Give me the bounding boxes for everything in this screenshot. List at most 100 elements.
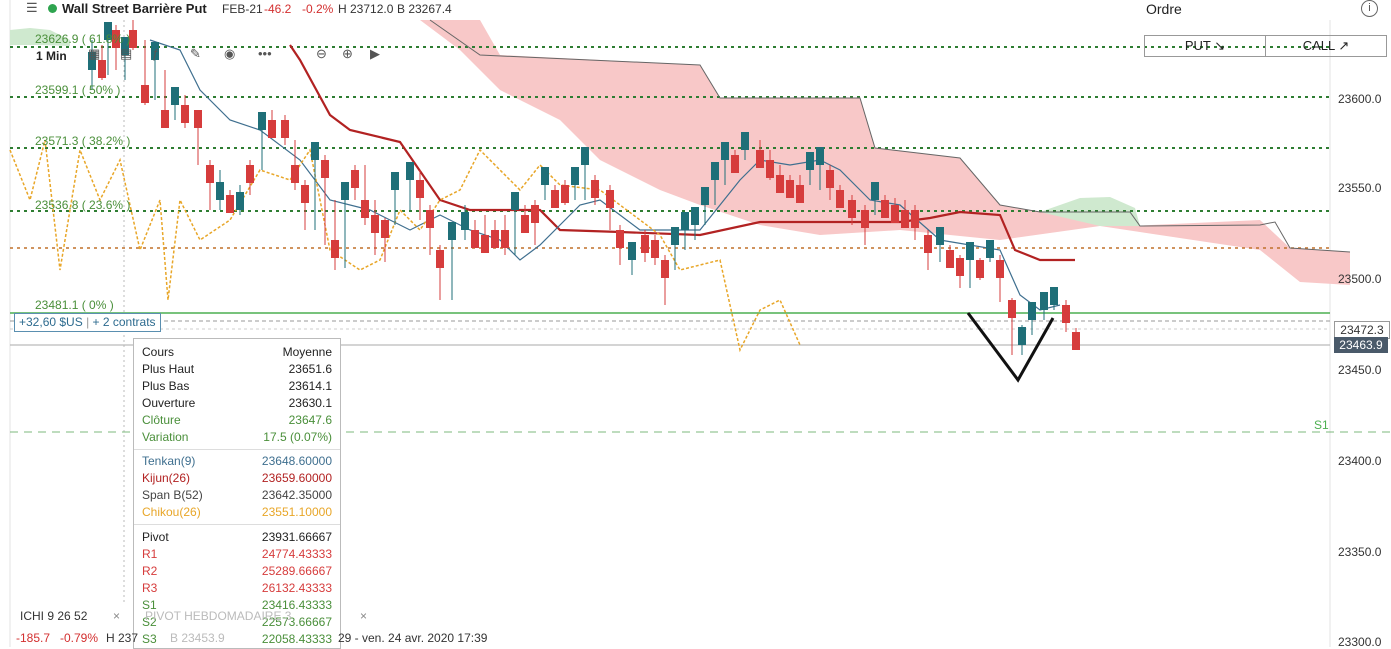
put-button[interactable]: PUT ↘ — [1145, 36, 1266, 56]
candle — [321, 155, 329, 245]
pivot-legend[interactable]: PIVOT HEBDOMADAIRE 3 — [145, 609, 292, 623]
instrument-name[interactable]: Wall Street Barrière Put — [62, 1, 207, 16]
tooltip-value: 24774.43333 — [261, 547, 332, 561]
candle — [701, 187, 709, 225]
candle — [1050, 287, 1058, 310]
fib-label: 23571.3 ( 38.2% ) — [35, 134, 131, 148]
candle — [756, 140, 764, 168]
fib-label: 23599.1 ( 50% ) — [35, 83, 121, 97]
candle — [161, 70, 169, 128]
candle — [541, 167, 549, 200]
candle — [481, 215, 489, 253]
candle — [331, 200, 339, 270]
tooltip-value: 17.5 (0.07%) — [263, 430, 332, 444]
candle — [291, 140, 299, 190]
tooltip-value: 23642.35000 — [261, 488, 332, 502]
expiry: FEB-21 — [222, 2, 263, 16]
candle — [911, 205, 919, 240]
candle — [741, 132, 749, 160]
candle — [936, 227, 944, 262]
price-label-position: 23472.3 — [1334, 321, 1390, 339]
candle — [1008, 298, 1016, 355]
candle — [946, 245, 954, 268]
candle — [151, 42, 159, 100]
candle — [996, 255, 1004, 302]
candle — [826, 165, 834, 200]
candle — [141, 40, 149, 105]
tooltip-value: 23630.1 — [288, 396, 332, 410]
position-badge[interactable]: +32,60 $US | + 2 contrats — [14, 313, 161, 332]
tooltip-label: Variation — [142, 430, 189, 444]
put-call-toggle: PUT ↘ CALL ↗ — [1144, 35, 1387, 57]
candle — [171, 87, 179, 120]
draw-icon[interactable]: ✎ — [190, 46, 201, 61]
zoom-out-icon[interactable]: ⊖ — [316, 46, 327, 61]
candle — [311, 142, 319, 230]
candle — [966, 242, 974, 288]
candle — [88, 40, 96, 90]
zoom-in-icon[interactable]: ⊕ — [342, 46, 353, 61]
ichimoku-cloud-bear — [420, 20, 1350, 285]
candle — [436, 245, 444, 300]
candle — [681, 212, 689, 250]
candle — [281, 115, 289, 145]
eye-icon[interactable]: ◉ — [224, 46, 236, 61]
candle — [1040, 292, 1048, 320]
drawn-v-line[interactable] — [966, 312, 1055, 383]
candle — [1018, 325, 1026, 355]
fib-label: 23626.9 ( 61.8% ) — [35, 32, 131, 46]
info-icon[interactable]: i — [1361, 0, 1378, 17]
candle — [628, 242, 636, 275]
more-icon[interactable]: ••• — [258, 46, 272, 61]
candle — [226, 190, 234, 213]
candle — [976, 258, 984, 280]
tooltip-label: Plus Haut — [142, 362, 195, 376]
candle — [426, 205, 434, 255]
candle — [391, 172, 399, 225]
position-pl: +32,60 $US — [19, 315, 83, 329]
indicators-icon[interactable]: ƒ — [152, 46, 160, 61]
candle — [471, 220, 479, 248]
candle — [606, 185, 614, 230]
candle — [381, 218, 389, 262]
layout-icon[interactable]: ▦ — [88, 46, 101, 61]
candle — [1062, 300, 1070, 332]
ichimoku-legend[interactable]: ICHI 9 26 52 — [20, 609, 88, 623]
tooltip-value: 26132.43333 — [261, 581, 332, 595]
status-low: B 23453.9 — [170, 631, 225, 645]
tooltip-value: 23416.43333 — [261, 598, 332, 612]
candle — [181, 95, 189, 128]
candle — [581, 147, 589, 200]
candle — [924, 230, 932, 270]
change-percent: -0.2% — [302, 2, 334, 16]
tooltip-value: 23931.66667 — [261, 530, 332, 544]
tooltip-label: R3 — [142, 581, 158, 595]
tooltip-label: S3 — [142, 632, 157, 646]
tooltip-value: 22058.43333 — [261, 632, 332, 646]
axis-tick: 23400.0 — [1338, 454, 1382, 468]
candle — [836, 185, 844, 208]
hamburger-icon[interactable]: ☰ — [26, 0, 38, 15]
candle — [236, 185, 244, 215]
candle — [511, 192, 519, 255]
header: ☰ Wall Street Barrière Put FEB-21 -46.2 … — [0, 0, 1391, 20]
close-icon[interactable]: × — [113, 609, 121, 623]
close-icon[interactable]: × — [360, 609, 368, 623]
calendar-icon[interactable]: ▤ — [120, 46, 133, 61]
play-icon[interactable]: ▶ — [370, 46, 380, 61]
call-button[interactable]: CALL ↗ — [1302, 38, 1350, 53]
candle — [216, 170, 224, 210]
tooltip-value: 23648.60000 — [261, 454, 332, 468]
candle — [861, 205, 869, 245]
timeframe-selector[interactable]: 1 Min — [36, 49, 67, 63]
candle — [129, 20, 137, 50]
candle — [641, 230, 649, 262]
candle — [246, 160, 254, 195]
candle — [491, 220, 499, 248]
candle — [1072, 328, 1080, 350]
candle — [571, 167, 579, 200]
tooltip-header-right: Moyenne — [282, 345, 332, 359]
tooltip-value: 23647.6 — [288, 413, 332, 427]
candle — [531, 200, 539, 245]
